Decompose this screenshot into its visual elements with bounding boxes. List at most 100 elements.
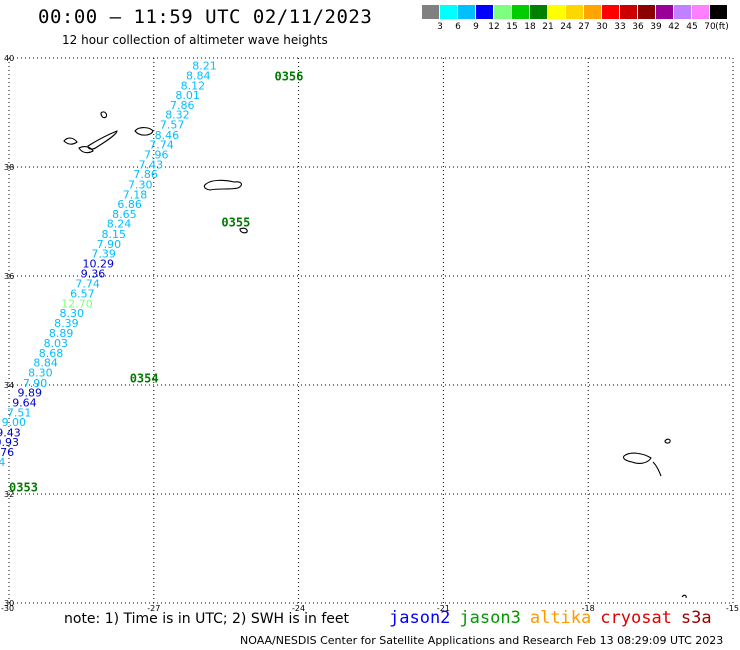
wave-height-value: 10.29 xyxy=(83,257,115,270)
scale-swatch xyxy=(512,5,529,19)
scale-swatch xyxy=(620,5,637,19)
footer-credit: NOAA/NESDIS Center for Satellite Applica… xyxy=(240,634,724,647)
wave-height-value: 6.86 xyxy=(117,198,142,211)
scale-swatch xyxy=(566,5,583,19)
lat-tick-label: 38 xyxy=(4,163,14,172)
legend-cryosat: cryosat xyxy=(600,608,672,628)
wave-height-value: 7.86 xyxy=(133,168,158,181)
wave-height-value: 7.18 xyxy=(123,188,148,201)
scale-label: 36 xyxy=(632,22,644,32)
wave-height-value: 8.39 xyxy=(54,317,79,330)
lat-tick-label: 32 xyxy=(4,490,14,499)
scale-swatch xyxy=(422,5,439,19)
pass-time-label: 0356 xyxy=(274,69,303,83)
lat-tick-label: 34 xyxy=(4,381,14,390)
axis-tick-labels: -30 -27 -24 -21 -18 -15 40 38 36 34 32 30 xyxy=(1,54,739,613)
legend-jason2: jason2 xyxy=(389,608,451,628)
scale-swatch xyxy=(458,5,475,19)
pass-time-label: 0354 xyxy=(130,371,159,385)
scale-label: 30 xyxy=(596,22,608,32)
lat-tick-label: 30 xyxy=(4,599,14,608)
scale-swatch xyxy=(476,5,493,19)
scale-label: 9 xyxy=(473,22,479,32)
island-santa-maria xyxy=(239,227,248,234)
wave-height-value: 8.68 xyxy=(39,347,64,360)
wave-height-value: 10.76 xyxy=(0,446,14,459)
chart-subtitle: 12 hour collection of altimeter wave hei… xyxy=(62,33,328,47)
altimeter-track: 8.218.848.128.017.868.327.578.467.747.96… xyxy=(0,60,217,479)
wave-height-value: 7.54 xyxy=(0,456,5,469)
wave-height-value: 7.74 xyxy=(149,139,174,152)
scale-label: 42 xyxy=(668,22,680,32)
island-sao-miguel xyxy=(203,179,243,191)
scale-label: 24 xyxy=(560,22,572,32)
scale-swatch xyxy=(656,5,673,19)
scale-label: 12 xyxy=(488,22,500,32)
island-sao-jorge xyxy=(87,130,118,150)
wave-height-value: 7.90 xyxy=(97,238,122,251)
lon-tick-label: -27 xyxy=(147,604,160,613)
wave-height-value: 8.30 xyxy=(28,366,53,379)
scale-swatch xyxy=(440,5,457,19)
wave-height-value: 8.03 xyxy=(44,337,69,350)
wave-height-value: 8.12 xyxy=(181,79,206,92)
wave-height-value: 9.89 xyxy=(18,387,43,400)
island-madeira xyxy=(623,452,652,464)
chart-title: 00:00 – 11:59 UTC 02/11/2023 xyxy=(38,6,373,28)
scale-swatch xyxy=(710,5,727,19)
wave-height-value: 8.84 xyxy=(33,357,58,370)
wave-height-value: 7.90 xyxy=(23,377,48,390)
wave-height-value: 9.43 xyxy=(0,426,21,439)
wave-height-value: 7.43 xyxy=(139,158,164,171)
wave-height-value: 7.74 xyxy=(75,278,100,291)
pass-time-label: 0355 xyxy=(221,216,250,230)
wave-height-value: 8.15 xyxy=(101,228,126,241)
pass-time-label: 0353 xyxy=(9,480,38,494)
wave-height-value: 8.65 xyxy=(112,208,137,221)
scale-label: 27 xyxy=(578,22,590,32)
scale-swatch xyxy=(602,5,619,19)
scale-swatch xyxy=(530,5,547,19)
lon-tick-label: -30 xyxy=(1,604,14,613)
lon-tick-label: -18 xyxy=(582,604,595,613)
wave-height-value: 8.84 xyxy=(186,69,211,82)
wave-height-value: 7.39 xyxy=(91,248,116,261)
wave-height-value: 10.93 xyxy=(0,436,19,449)
wave-height-value: 6.57 xyxy=(70,287,95,300)
coastline-islands xyxy=(63,111,687,599)
wave-height-value: 8.89 xyxy=(49,327,74,340)
wave-height-value: 8.21 xyxy=(192,60,217,73)
scale-label: 33 xyxy=(614,22,626,32)
lat-tick-label: 36 xyxy=(4,272,14,281)
pass-labels: 0356 0355 0354 0353 xyxy=(9,69,303,494)
island-madeira-rocks xyxy=(652,461,662,477)
scale-label: 45 xyxy=(686,22,698,32)
legend-s3a: s3a xyxy=(680,608,712,628)
wave-height-value: 7.96 xyxy=(144,148,169,161)
scale-swatch xyxy=(548,5,565,19)
map-grid xyxy=(8,57,734,604)
island-faial xyxy=(134,127,154,136)
wave-height-value: 7.30 xyxy=(128,178,153,191)
lat-tick-label: 40 xyxy=(4,54,14,63)
legend-altika: altika xyxy=(529,608,592,628)
legend-jason3: jason3 xyxy=(459,608,521,628)
satellite-legend: jason2 jason3 altika cryosat s3a xyxy=(389,608,721,628)
scale-swatch xyxy=(584,5,601,19)
scale-swatch xyxy=(638,5,655,19)
wave-height-value: 8.24 xyxy=(107,218,132,231)
island-flores xyxy=(63,137,78,145)
island-pico xyxy=(100,111,108,119)
wave-height-value: 8.30 xyxy=(59,307,84,320)
scale-swatch xyxy=(494,5,511,19)
wave-height-value: 7.51 xyxy=(7,406,32,419)
island-graciosa xyxy=(78,146,94,154)
scale-label: 70 xyxy=(704,22,716,32)
scale-label: 3 xyxy=(437,22,443,32)
wave-height-value: 7.57 xyxy=(160,118,185,131)
scale-label: 18 xyxy=(524,22,536,32)
units-note: note: 1) Time is in UTC; 2) SWH is in fe… xyxy=(64,611,350,627)
lon-tick-label: -15 xyxy=(726,604,739,613)
wave-height-value: 9.64 xyxy=(12,396,37,409)
wave-height-value: 8.46 xyxy=(155,129,180,142)
